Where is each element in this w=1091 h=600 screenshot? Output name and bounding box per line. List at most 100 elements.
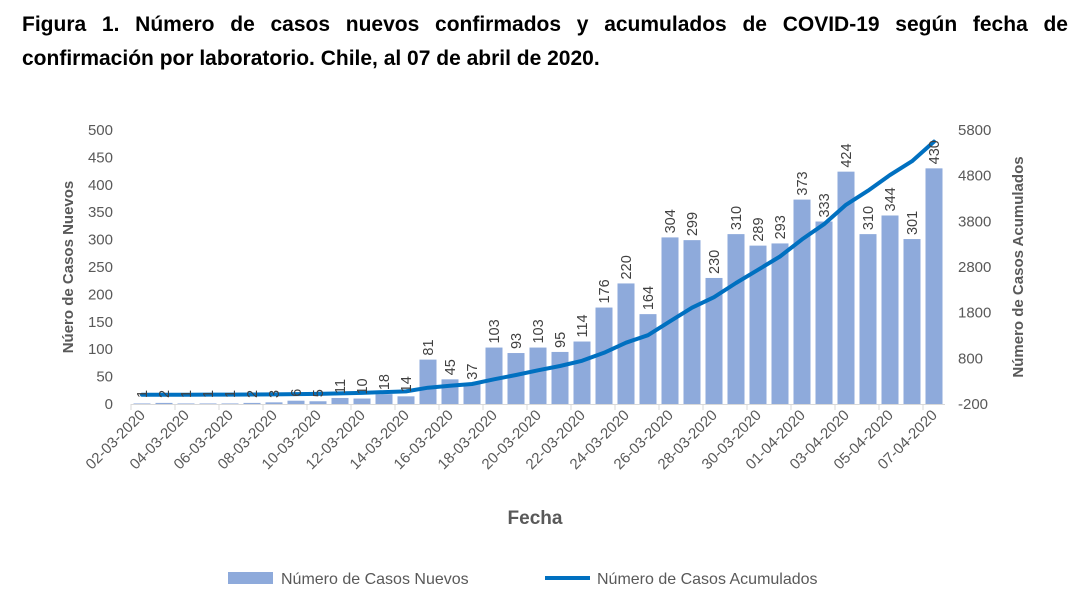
bar xyxy=(485,347,503,404)
data-label: 37 xyxy=(465,364,481,380)
bar xyxy=(705,277,723,404)
y-tick-label: 50 xyxy=(96,369,113,386)
bar xyxy=(529,347,547,404)
data-label: 164 xyxy=(641,286,657,310)
data-label: 81 xyxy=(421,339,437,355)
bar xyxy=(551,351,569,404)
data-label: 230 xyxy=(707,250,723,274)
y-tick-label: 500 xyxy=(88,122,113,139)
data-label: 103 xyxy=(487,319,503,343)
bar xyxy=(815,221,833,404)
y2-axis-title: Número de Casos Acumulados xyxy=(1010,156,1027,377)
data-label: 14 xyxy=(399,376,415,392)
bar xyxy=(243,402,261,404)
data-label: 430 xyxy=(927,140,943,164)
bar xyxy=(903,239,921,404)
y-tick-label: 0 xyxy=(105,396,113,413)
bar xyxy=(353,398,371,404)
bar xyxy=(683,240,701,404)
y2-tick-label: 3800 xyxy=(958,213,991,230)
data-label: 95 xyxy=(553,332,569,348)
legend-label: Número de Casos Acumulados xyxy=(597,571,818,588)
data-label: 304 xyxy=(663,209,679,233)
data-label: 176 xyxy=(597,279,613,303)
bar xyxy=(463,383,481,404)
y-tick-label: 450 xyxy=(88,149,113,166)
data-label: 2 xyxy=(157,390,173,398)
data-label: 293 xyxy=(773,215,789,239)
bar xyxy=(859,234,877,404)
y2-tick-label: 800 xyxy=(958,350,983,367)
bar xyxy=(397,396,415,404)
y-axis-title: Núero de Casos Nuevos xyxy=(60,181,77,354)
data-label: 11 xyxy=(333,379,349,394)
data-label: 45 xyxy=(443,359,459,375)
data-label: 1 xyxy=(201,390,217,398)
bar xyxy=(221,403,239,404)
data-label: 310 xyxy=(729,206,745,230)
bar xyxy=(155,402,173,404)
data-label: 301 xyxy=(905,211,921,235)
bar xyxy=(441,379,459,404)
y2-tick-label: -200 xyxy=(958,396,988,413)
bar xyxy=(573,341,591,404)
y2-tick-label: 4800 xyxy=(958,168,991,185)
bar xyxy=(309,401,327,404)
bar xyxy=(925,168,943,404)
data-label: 10 xyxy=(355,378,371,394)
bar xyxy=(771,243,789,404)
bar xyxy=(837,171,855,404)
data-label: 1 xyxy=(179,390,195,398)
y-tick-label: 250 xyxy=(88,259,113,276)
legend-swatch-bar xyxy=(228,572,273,584)
data-label: 6 xyxy=(289,389,305,397)
bar xyxy=(375,394,393,404)
bar xyxy=(881,215,899,404)
figure-title-line1: Figura 1. Número de casos nuevos confirm… xyxy=(22,13,1068,36)
data-label: 373 xyxy=(795,171,811,195)
y-tick-label: 150 xyxy=(88,314,113,331)
y2-tick-label: 1800 xyxy=(958,305,991,322)
y-tick-label: 100 xyxy=(88,341,113,358)
data-label: 424 xyxy=(839,143,855,167)
data-label: 333 xyxy=(817,193,833,217)
bar xyxy=(133,403,151,404)
bar xyxy=(639,314,657,404)
y2-tick-label: 5800 xyxy=(958,122,991,139)
bar xyxy=(793,199,811,404)
bar xyxy=(727,234,745,404)
bar xyxy=(749,245,767,404)
legend-label: Número de Casos Nuevos xyxy=(281,571,469,588)
bar xyxy=(199,403,217,404)
figure-title-line2: confirmación por laboratorio. Chile, al … xyxy=(22,47,600,70)
bar xyxy=(287,400,305,404)
data-label: 289 xyxy=(751,217,767,241)
data-label: 103 xyxy=(531,319,547,343)
bar xyxy=(595,307,613,404)
y2-tick-label: 2800 xyxy=(958,259,991,276)
data-label: 220 xyxy=(619,255,635,279)
bar xyxy=(331,397,349,404)
y-tick-label: 200 xyxy=(88,286,113,303)
cumulative-line xyxy=(140,139,936,397)
bar xyxy=(177,403,195,404)
bar xyxy=(507,353,525,404)
data-label: 18 xyxy=(377,374,393,390)
data-label: 1 xyxy=(223,390,239,398)
x-axis-title: Fecha xyxy=(508,508,563,529)
data-label: 299 xyxy=(685,212,701,236)
bar xyxy=(265,402,283,404)
data-label: 3 xyxy=(267,390,283,398)
data-label: 1 xyxy=(135,390,151,398)
data-label: 114 xyxy=(575,314,591,337)
data-label: 2 xyxy=(245,390,261,398)
y-tick-label: 350 xyxy=(88,204,113,221)
y-tick-label: 400 xyxy=(88,177,113,194)
data-label: 310 xyxy=(861,206,877,230)
bar xyxy=(419,359,437,404)
data-label: 344 xyxy=(883,187,899,211)
data-label: 5 xyxy=(311,389,327,397)
y-tick-label: 300 xyxy=(88,232,113,249)
data-label: 93 xyxy=(509,333,525,349)
